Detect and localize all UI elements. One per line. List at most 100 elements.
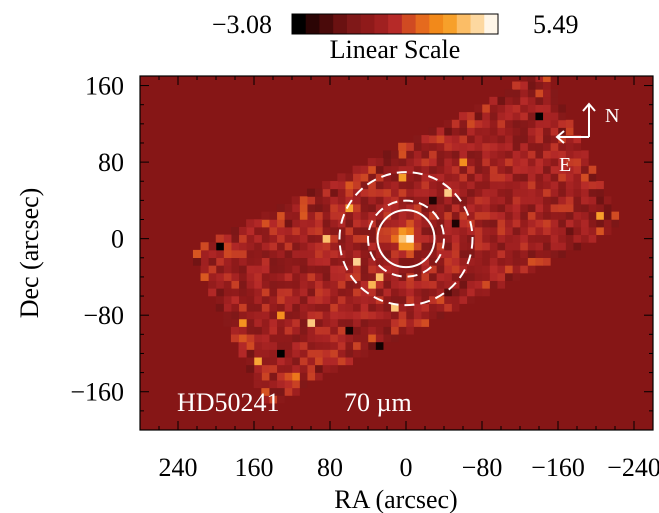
image-pixel — [557, 150, 566, 159]
image-pixel — [284, 318, 293, 327]
image-pixel — [367, 303, 376, 312]
image-pixel — [284, 203, 293, 213]
image-pixel — [436, 280, 445, 289]
image-pixel — [428, 257, 437, 266]
image-pixel — [580, 150, 589, 159]
image-pixel — [474, 112, 483, 121]
image-pixel — [261, 280, 270, 289]
image-pixel — [557, 203, 566, 213]
image-pixel — [443, 196, 452, 205]
image-pixel — [428, 303, 437, 312]
y-tick-label: 160 — [85, 72, 124, 101]
image-pixel — [398, 188, 407, 197]
image-pixel — [534, 119, 544, 128]
image-pixel — [565, 119, 574, 128]
image-pixel — [458, 242, 468, 251]
image-pixel — [276, 234, 285, 243]
image-pixel — [367, 188, 376, 197]
image-pixel — [496, 104, 506, 113]
image-pixel — [367, 242, 376, 251]
image-pixel — [413, 303, 422, 312]
image-pixel — [512, 96, 521, 105]
image-pixel — [276, 372, 285, 381]
image-pixel — [344, 249, 354, 259]
image-pixel — [261, 380, 270, 389]
image-pixel — [238, 234, 247, 243]
image-pixel — [458, 158, 468, 167]
image-pixel — [375, 280, 384, 289]
image-pixel — [291, 326, 300, 335]
image-pixel — [337, 226, 346, 236]
image-pixel — [390, 158, 399, 167]
image-pixel — [519, 181, 528, 190]
image-pixel — [542, 181, 551, 190]
image-pixel — [588, 196, 597, 205]
image-pixel — [314, 334, 323, 343]
y-tick-label: −80 — [83, 301, 124, 330]
image-pixel — [352, 311, 361, 320]
image-pixel — [428, 249, 437, 259]
image-pixel — [420, 257, 430, 266]
image-pixel — [299, 211, 308, 220]
image-pixel — [428, 127, 437, 136]
image-pixel — [208, 265, 217, 274]
image-pixel — [481, 181, 490, 190]
image-pixel — [428, 188, 437, 197]
image-pixel — [550, 211, 559, 220]
image-pixel — [557, 173, 566, 182]
image-pixel — [436, 311, 445, 320]
image-pixel — [284, 257, 293, 266]
image-pixel — [230, 303, 240, 312]
colorbar-segment — [292, 14, 307, 34]
image-pixel — [527, 249, 536, 259]
image-pixel — [360, 234, 369, 243]
image-pixel — [481, 119, 490, 128]
image-pixel — [276, 387, 285, 396]
image-pixel — [534, 158, 544, 167]
image-pixel — [527, 135, 536, 144]
image-pixel — [291, 349, 300, 358]
image-pixel — [261, 272, 270, 281]
image-pixel — [527, 150, 536, 159]
image-pixel — [603, 219, 612, 228]
image-pixel — [481, 234, 490, 243]
image-pixel — [230, 272, 240, 281]
image-pixel — [299, 234, 308, 243]
image-pixel — [580, 219, 589, 228]
image-pixel — [458, 265, 468, 274]
image-pixel — [322, 257, 331, 266]
image-pixel — [322, 181, 331, 190]
image-pixel — [314, 265, 323, 274]
image-pixel — [405, 242, 414, 251]
image-pixel — [542, 119, 551, 128]
image-pixel — [436, 226, 445, 236]
image-pixel — [367, 226, 376, 236]
x-tick-label: 0 — [400, 453, 413, 482]
image-pixel — [276, 257, 285, 266]
image-pixel — [557, 234, 566, 243]
image-pixel — [268, 349, 278, 358]
image-pixel — [291, 203, 300, 213]
image-pixel — [200, 257, 209, 266]
image-pixel — [519, 211, 528, 220]
image-pixel — [390, 295, 399, 304]
image-pixel — [519, 219, 528, 228]
image-pixel — [527, 219, 536, 228]
image-pixel — [504, 173, 513, 182]
image-pixel — [291, 288, 300, 297]
image-pixel — [595, 211, 604, 220]
image-pixel — [382, 234, 392, 243]
image-pixel — [329, 249, 338, 259]
image-pixel — [322, 341, 331, 350]
image-pixel — [261, 295, 270, 304]
image-pixel — [261, 318, 270, 327]
image-pixel — [390, 303, 399, 312]
image-pixel — [246, 257, 255, 266]
image-pixel — [253, 364, 262, 373]
image-pixel — [261, 311, 270, 320]
image-pixel — [496, 127, 506, 136]
image-pixel — [299, 357, 308, 366]
image-pixel — [246, 364, 255, 373]
colorbar-segment — [470, 14, 485, 34]
image-pixel — [398, 303, 407, 312]
